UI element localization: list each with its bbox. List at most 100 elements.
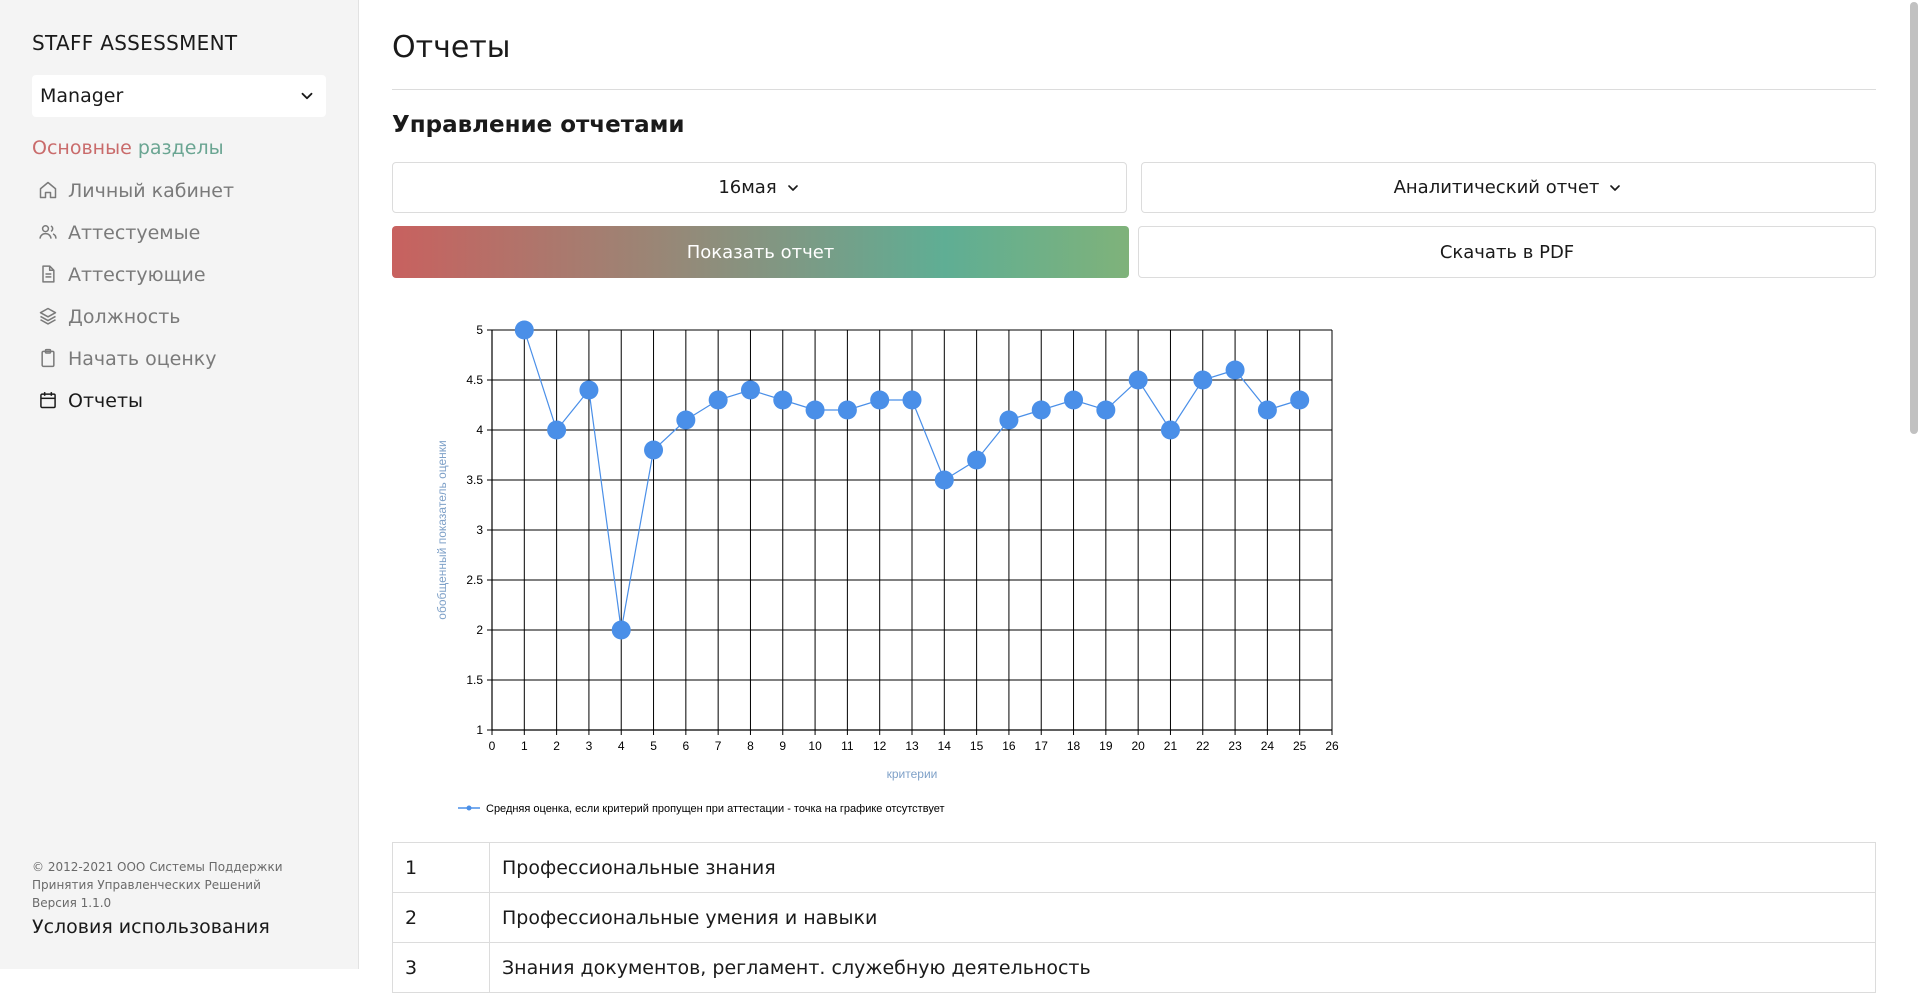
table-row: 3 Знания документов, регламент. служебную… [392, 942, 1876, 993]
period-select[interactable]: 16мая [392, 162, 1127, 213]
data-point [514, 320, 534, 340]
x-tick-label: 24 [1261, 739, 1275, 753]
data-point [1290, 390, 1310, 410]
report-type-select-value: Аналитический отчет [1393, 177, 1600, 198]
x-tick-label: 17 [1035, 739, 1049, 753]
data-point [805, 400, 825, 420]
x-tick-label: 2 [553, 739, 560, 753]
criterion-number: 3 [392, 942, 490, 993]
main-content: Отчеты Управление отчетами 16мая Аналити… [392, 0, 1876, 993]
criteria-table: 1 Профессиональные знания 2 Профессиональны… [392, 842, 1876, 993]
data-point [1128, 370, 1148, 390]
data-point [837, 400, 857, 420]
data-point [773, 390, 793, 410]
x-tick-label: 0 [489, 739, 496, 753]
app-brand: STAFF ASSESSMENT [32, 31, 238, 55]
y-tick-label: 1.5 [466, 673, 483, 687]
x-tick-label: 6 [683, 739, 690, 753]
y-tick-label: 4 [476, 423, 483, 437]
data-point [708, 390, 728, 410]
x-tick-label: 26 [1325, 739, 1339, 753]
x-tick-label: 13 [905, 739, 919, 753]
sidebar-item-personal-cabinet[interactable]: Личный кабинет [38, 170, 234, 212]
chevron-down-icon [301, 92, 313, 100]
criterion-name: Профессиональные умения и навыки [489, 892, 1876, 943]
data-point [1064, 390, 1084, 410]
x-tick-label: 18 [1067, 739, 1081, 753]
sidebar-item-label: Должность [68, 306, 181, 328]
sidebar-item-label: Аттестуемые [68, 222, 201, 244]
y-tick-label: 5 [476, 323, 483, 337]
y-tick-label: 2 [476, 623, 483, 637]
x-tick-label: 11 [841, 739, 854, 753]
scrollbar-thumb[interactable] [1910, 2, 1918, 434]
home-icon [38, 180, 60, 202]
x-tick-label: 12 [873, 739, 887, 753]
period-select-value: 16мая [718, 177, 777, 198]
x-tick-label: 3 [586, 739, 593, 753]
terms-link[interactable]: Условия использования [32, 916, 270, 938]
role-select[interactable]: Manager [32, 75, 326, 117]
download-pdf-button[interactable]: Скачать в PDF [1138, 226, 1876, 278]
section-title: Основные разделы [32, 137, 224, 159]
data-point [1225, 360, 1245, 380]
x-tick-label: 1 [521, 739, 528, 753]
x-tick-label: 25 [1293, 739, 1307, 753]
section-title-word-2: разделы [137, 137, 224, 159]
y-tick-label: 3 [476, 523, 483, 537]
y-tick-label: 3.5 [466, 473, 483, 487]
x-tick-label: 16 [1002, 739, 1016, 753]
data-point [999, 410, 1019, 430]
x-tick-label: 19 [1099, 739, 1113, 753]
sidebar-item-label: Отчеты [68, 390, 144, 412]
data-point [547, 420, 567, 440]
legend-marker [466, 805, 472, 811]
chevron-down-icon [1610, 184, 1621, 191]
x-tick-label: 8 [747, 739, 754, 753]
criterion-name: Знания документов, регламент. служебную … [489, 942, 1876, 993]
copyright-text: © 2012-2021 ООО Системы Поддержки Принят… [32, 860, 283, 892]
sidebar-nav: Личный кабинет Аттестуемые Аттестующие Д… [38, 170, 234, 422]
data-point [611, 620, 631, 640]
y-tick-label: 2.5 [466, 573, 483, 587]
x-axis-label: критерии [887, 767, 938, 781]
document-icon [38, 264, 60, 286]
x-tick-label: 10 [808, 739, 822, 753]
clipboard-icon [38, 348, 60, 370]
role-select-value: Manager [40, 85, 124, 107]
table-row: 2 Профессиональные умения и навыки [392, 892, 1876, 943]
y-axis-label: обобщенный показатель оценки [435, 440, 449, 619]
sidebar-item-label: Начать оценку [68, 348, 217, 370]
data-point [1031, 400, 1051, 420]
data-point [1160, 420, 1180, 440]
sidebar-footer: © 2012-2021 ООО Системы Поддержки Принят… [32, 858, 332, 940]
calendar-icon [38, 390, 60, 412]
criterion-number: 2 [392, 892, 490, 943]
sidebar-item-label: Аттестующие [68, 264, 206, 286]
data-point [740, 380, 760, 400]
data-point [870, 390, 890, 410]
x-tick-label: 21 [1164, 739, 1178, 753]
y-tick-label: 1 [476, 723, 483, 737]
sidebar-item-start-assessment[interactable]: Начать оценку [38, 338, 234, 380]
data-point [644, 440, 664, 460]
data-point [967, 450, 987, 470]
title-divider [392, 89, 1876, 90]
sidebar-item-assessees[interactable]: Аттестуемые [38, 212, 234, 254]
show-report-button[interactable]: Показать отчет [392, 226, 1129, 278]
page-scrollbar[interactable] [1876, 0, 1920, 969]
sidebar-item-assessors[interactable]: Аттестующие [38, 254, 234, 296]
page-title: Отчеты [392, 30, 511, 65]
sidebar-item-reports[interactable]: Отчеты [38, 380, 234, 422]
section-subtitle: Управление отчетами [392, 112, 685, 138]
data-point [1257, 400, 1277, 420]
criterion-name: Профессиональные знания [489, 842, 1876, 893]
data-point [579, 380, 599, 400]
sidebar-item-position[interactable]: Должность [38, 296, 234, 338]
data-point [676, 410, 696, 430]
x-tick-label: 7 [715, 739, 722, 753]
criterion-number: 1 [392, 842, 490, 893]
report-type-select[interactable]: Аналитический отчет [1141, 162, 1876, 213]
x-tick-label: 20 [1131, 739, 1145, 753]
x-tick-label: 22 [1196, 739, 1210, 753]
